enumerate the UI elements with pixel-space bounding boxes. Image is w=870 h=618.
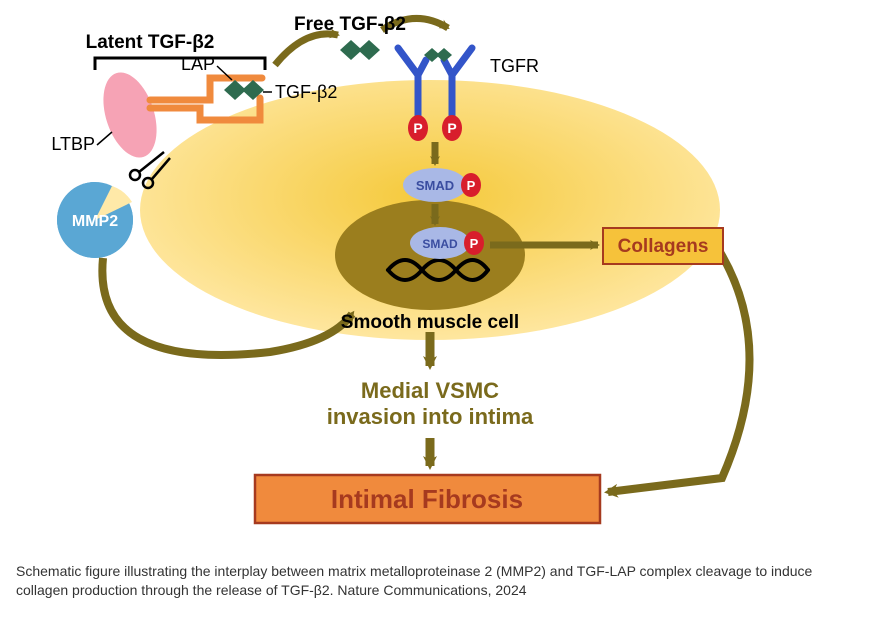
p-label-1: P <box>413 120 422 136</box>
free-label: Free TGF-β2 <box>294 14 406 35</box>
medial-label-1: Medial VSMC <box>361 378 499 403</box>
fibrosis-box: Intimal Fibrosis <box>255 475 600 523</box>
caption-text: Schematic figure illustrating the interp… <box>16 562 846 600</box>
ltbp-label: LTBP <box>51 134 95 154</box>
medial-label-2: invasion into intima <box>327 404 534 429</box>
lap-label: LAP <box>181 54 215 74</box>
ltbp-shape <box>94 66 167 165</box>
collagens-label: Collagens <box>618 236 709 257</box>
tgfb2-label: TGF-β2 <box>275 82 337 102</box>
p-label-2: P <box>447 120 456 136</box>
nucleus-label: Smooth muscle cell <box>341 312 519 333</box>
mmp2-label: MMP2 <box>72 213 118 230</box>
ltbp-leader <box>97 132 112 145</box>
p-label-3: P <box>470 236 479 251</box>
pathway-diagram: SMAD P SMAD P P P <box>0 0 870 618</box>
latent-label: Latent TGF-β2 <box>86 32 215 53</box>
smad-nuclear-label: SMAD <box>422 237 458 251</box>
smad-nuclear: SMAD P <box>410 227 484 259</box>
tgfr-label: TGFR <box>490 56 539 76</box>
collagens-box: Collagens <box>603 228 723 264</box>
fibrosis-label: Intimal Fibrosis <box>331 484 523 514</box>
smad-cyto-label: SMAD <box>416 178 454 193</box>
tgfb2-free-dimer <box>340 40 380 60</box>
p-label-4: P <box>467 178 476 193</box>
